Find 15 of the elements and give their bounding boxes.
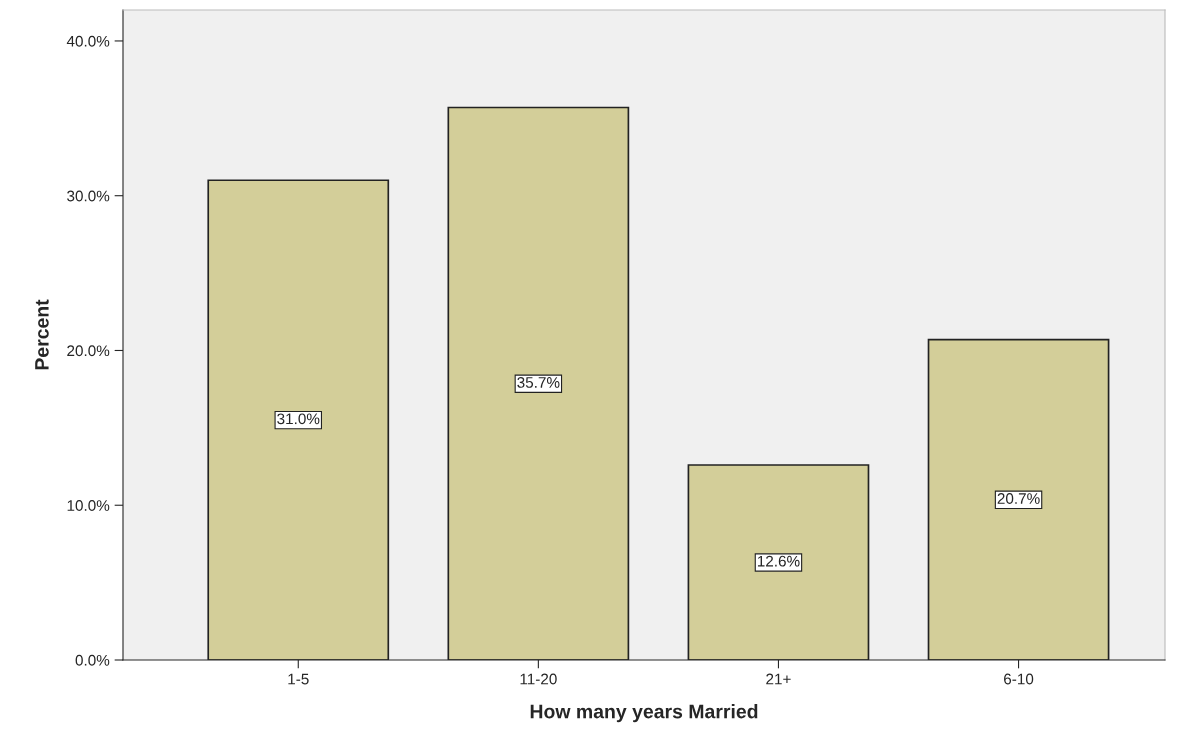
x-tick-label: 1-5 [288, 673, 309, 685]
y-tick-label: 0.0% [75, 654, 110, 666]
x-tick-label: 21+ [766, 673, 791, 685]
data-label: 12.6% [757, 555, 800, 567]
x-axis-title: How many years Married [530, 704, 758, 723]
y-axis-title: Percent [35, 299, 49, 370]
y-tick-label: 20.0% [67, 345, 110, 357]
y-tick-label: 40.0% [66, 35, 110, 47]
x-tick-label: 11-20 [520, 673, 557, 685]
y-tick-label: 10.0% [67, 500, 110, 511]
x-tick-label: 6-10 [1004, 673, 1034, 685]
y-tick-label: 30.0% [67, 190, 110, 202]
data-label: 20.7% [997, 493, 1040, 504]
data-label: 35.7% [517, 377, 560, 388]
data-label: 31.0% [277, 413, 320, 425]
